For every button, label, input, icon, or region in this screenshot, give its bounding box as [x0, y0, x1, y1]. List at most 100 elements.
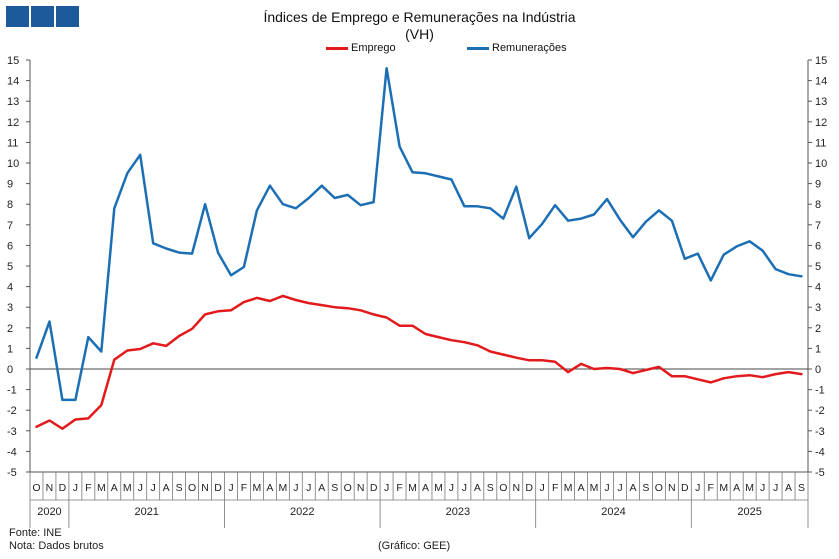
month-label: D [59, 482, 67, 494]
logo-square [56, 6, 79, 27]
y-tick-label-left: -5 [7, 467, 17, 479]
month-label: N [512, 482, 520, 494]
month-label: S [487, 482, 494, 494]
month-label: J [306, 482, 311, 494]
month-label: M [434, 482, 443, 494]
month-label: J [228, 482, 233, 494]
month-label: J [617, 482, 622, 494]
month-label: J [760, 482, 765, 494]
y-tick-label-left: 0 [7, 364, 13, 376]
month-label: J [695, 482, 700, 494]
chart-legend: Emprego Remunerações [0, 42, 839, 58]
y-tick-label-right: 5 [815, 261, 821, 273]
series-line-emprego [35, 294, 803, 430]
month-label: D [214, 482, 222, 494]
month-label: A [266, 482, 273, 494]
chart-title: Índices de Emprego e Remunerações na Ind… [263, 9, 576, 25]
month-label: F [85, 482, 91, 494]
y-tick-label-left: 9 [7, 179, 13, 191]
y-tick-label-right: 13 [815, 96, 827, 108]
y-tick-label-left: 5 [7, 261, 13, 273]
month-label: J [604, 482, 609, 494]
legend-swatch-remuneracoes [467, 46, 489, 50]
y-tick-label-right: 6 [815, 240, 821, 252]
year-label: 2020 [37, 506, 61, 518]
series-line-remuneracoes [35, 66, 803, 402]
month-label: M [97, 482, 106, 494]
month-label: S [642, 482, 649, 494]
month-label: F [396, 482, 402, 494]
month-label: M [745, 482, 754, 494]
month-label: D [370, 482, 378, 494]
y-tick-label-left: 12 [7, 117, 19, 129]
footer-source: Fonte: INE [9, 527, 62, 539]
y-tick-label-left: 4 [7, 282, 13, 294]
y-tick-label-right: -4 [815, 446, 825, 458]
y-tick-label-right: -5 [815, 467, 825, 479]
month-label: J [449, 482, 454, 494]
y-tick-label-right: 0 [815, 364, 821, 376]
y-tick-label-right: 10 [815, 158, 827, 170]
month-label: O [32, 482, 40, 494]
y-tick-label-left: 1 [7, 343, 13, 355]
month-label: M [253, 482, 262, 494]
y-tick-label-left: -1 [7, 385, 17, 397]
year-label: 2025 [737, 506, 761, 518]
month-label: N [201, 482, 209, 494]
year-label: 2022 [290, 506, 314, 518]
month-label: O [344, 482, 352, 494]
month-label: M [564, 482, 573, 494]
legend-item-emprego: Emprego [326, 42, 396, 54]
month-label: N [46, 482, 54, 494]
month-label: F [552, 482, 558, 494]
y-tick-label-right: 11 [815, 137, 826, 149]
y-tick-label-right: -3 [815, 426, 825, 438]
y-tick-label-right: 12 [815, 117, 827, 129]
logo-square [31, 6, 54, 27]
y-tick-label-right: 15 [815, 55, 827, 67]
month-label: J [151, 482, 156, 494]
y-tick-label-left: 3 [7, 302, 13, 314]
month-label: D [525, 482, 533, 494]
month-label: A [733, 482, 740, 494]
year-label: 2021 [134, 506, 158, 518]
month-label: M [123, 482, 132, 494]
month-label: J [540, 482, 545, 494]
month-label: S [798, 482, 805, 494]
ine-logo [6, 6, 79, 27]
chart-subtitle: (VH) [405, 26, 434, 42]
month-label: F [708, 482, 714, 494]
month-label: M [590, 482, 599, 494]
y-tick-label-left: -2 [7, 405, 17, 417]
footer-note: Nota: Dados brutos [9, 540, 104, 552]
year-label: 2024 [601, 506, 625, 518]
y-tick-label-right: 9 [815, 179, 821, 191]
y-tick-label-left: 13 [7, 96, 19, 108]
month-label: A [578, 482, 585, 494]
month-label: A [318, 482, 325, 494]
legend-label-emprego: Emprego [351, 42, 396, 54]
y-tick-label-left: 14 [7, 76, 19, 88]
y-tick-label-right: 7 [815, 220, 821, 232]
footer-credit: (Gráfico: GEE) [378, 540, 451, 552]
month-label: A [422, 482, 429, 494]
month-label: S [176, 482, 183, 494]
month-label: M [278, 482, 287, 494]
y-tick-label-left: 15 [7, 55, 19, 67]
month-label: A [629, 482, 636, 494]
y-tick-label-left: -4 [7, 446, 17, 458]
month-label: J [138, 482, 143, 494]
y-tick-label-right: 3 [815, 302, 821, 314]
month-label: J [773, 482, 778, 494]
month-label: J [73, 482, 78, 494]
month-label: A [474, 482, 481, 494]
logo-square [6, 6, 29, 27]
y-tick-label-left: -3 [7, 426, 17, 438]
y-tick-label-left: 8 [7, 199, 13, 211]
y-tick-label-right: 4 [815, 282, 821, 294]
y-tick-label-left: 11 [7, 137, 18, 149]
month-label: J [384, 482, 389, 494]
y-tick-label-left: 6 [7, 240, 13, 252]
month-label: N [668, 482, 676, 494]
year-label: 2023 [446, 506, 470, 518]
